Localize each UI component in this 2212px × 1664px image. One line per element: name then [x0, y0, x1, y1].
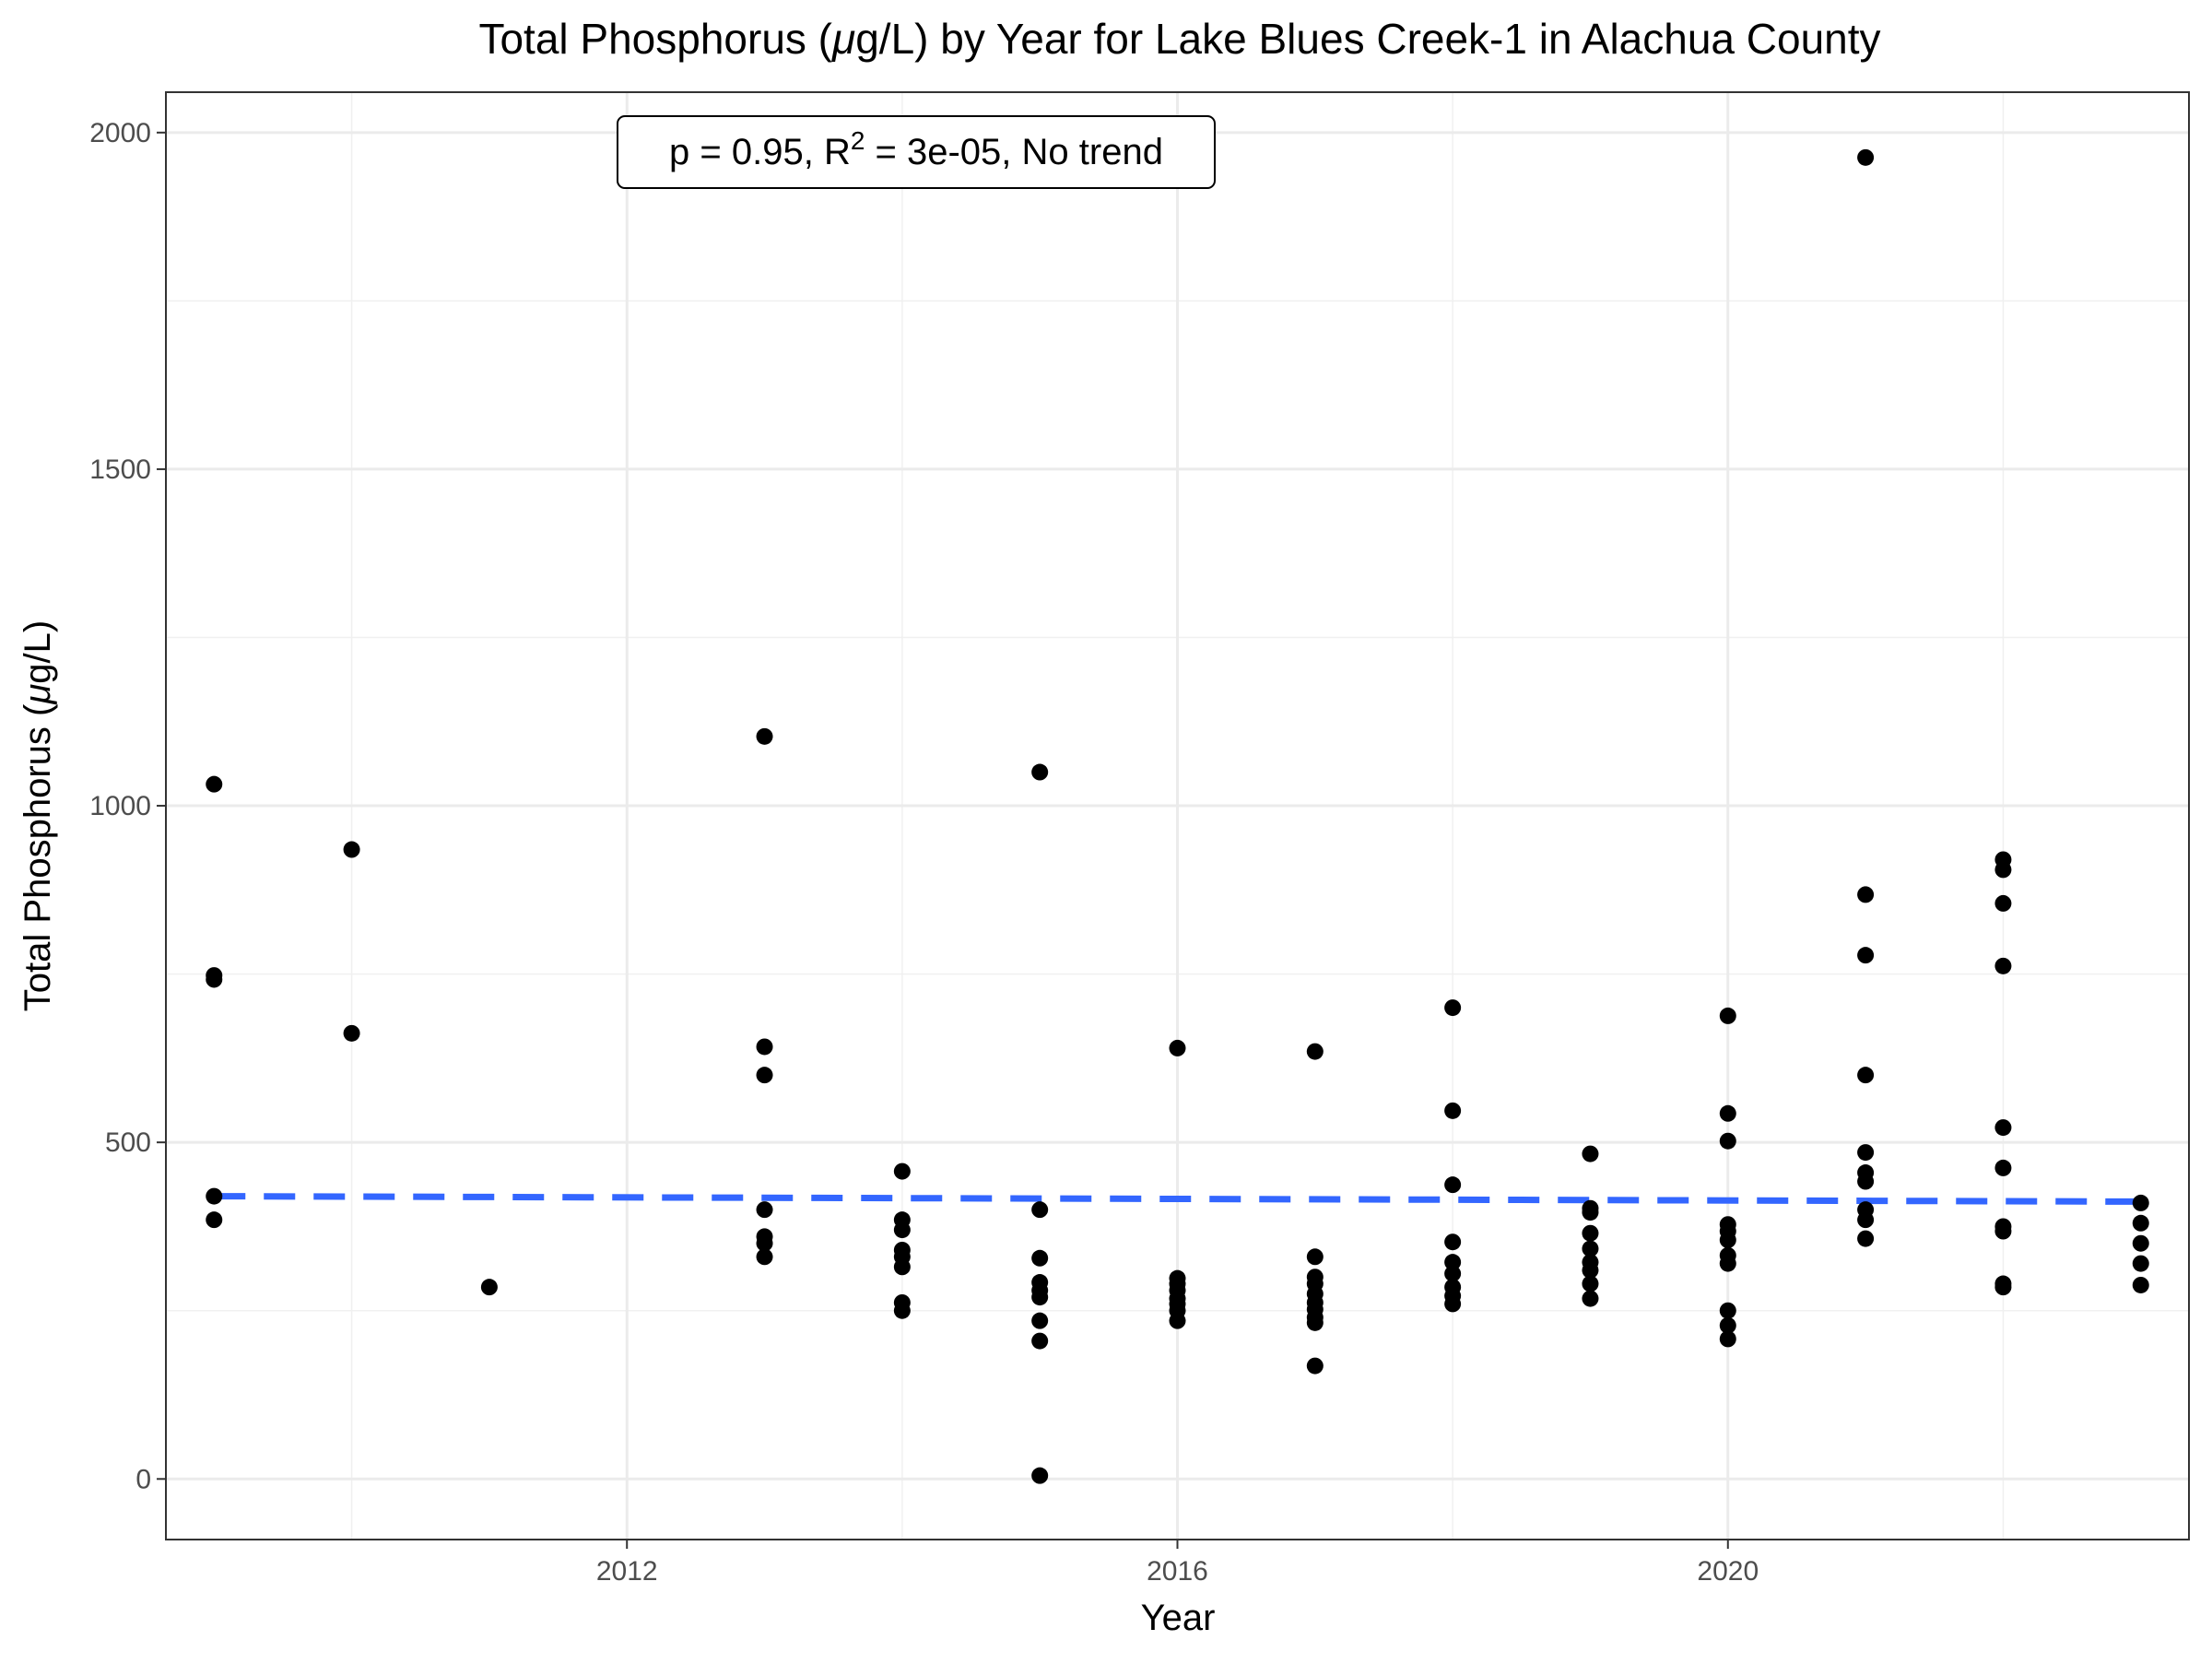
- data-point: [2132, 1214, 2149, 1232]
- data-point: [343, 841, 360, 858]
- data-point: [1719, 1007, 1736, 1024]
- data-point: [1444, 1254, 1462, 1271]
- x-tick-label: 2016: [1147, 1556, 1208, 1587]
- data-point: [1994, 1119, 2012, 1137]
- chart-title: Total Phosphorus (μg/L) by Year for Lake…: [478, 15, 1880, 63]
- data-point: [756, 1038, 773, 1056]
- data-point: [1582, 1261, 1599, 1279]
- data-point: [1719, 1104, 1736, 1122]
- data-point: [206, 1187, 223, 1205]
- data-point: [1031, 1332, 1049, 1350]
- points-layer: [206, 148, 2149, 1484]
- data-point: [1444, 1176, 1462, 1194]
- data-point: [1857, 148, 1875, 166]
- data-point: [480, 1279, 498, 1296]
- annotation-box: p = 0.95, R2 = 3e-05, No trend: [617, 115, 1216, 189]
- data-point: [756, 1248, 773, 1266]
- data-point: [1582, 1275, 1599, 1292]
- trend-line: [214, 1193, 2141, 1205]
- data-point: [1582, 1290, 1599, 1307]
- data-point: [1994, 1222, 2012, 1240]
- data-point: [1444, 1295, 1462, 1313]
- data-point: [893, 1162, 911, 1180]
- trend-layer: [214, 1193, 2141, 1205]
- data-point: [2132, 1255, 2149, 1272]
- data-point: [1857, 1230, 1875, 1247]
- data-point: [1306, 1248, 1324, 1266]
- data-point: [343, 1024, 360, 1042]
- data-point: [1994, 861, 2012, 879]
- data-point: [756, 1234, 773, 1252]
- data-point: [756, 1067, 773, 1084]
- y-tick-label: 2000: [89, 118, 151, 148]
- data-point: [1444, 1265, 1462, 1282]
- data-point: [1444, 1233, 1462, 1251]
- data-point: [1306, 1043, 1324, 1060]
- data-point: [1031, 763, 1049, 781]
- data-point: [2132, 1194, 2149, 1211]
- data-point: [2132, 1234, 2149, 1252]
- data-point: [1031, 1201, 1049, 1219]
- data-point: [1306, 1357, 1324, 1375]
- data-point: [1031, 1289, 1049, 1306]
- data-point: [1719, 1232, 1736, 1249]
- data-point: [1994, 1159, 2012, 1176]
- data-point: [1857, 1144, 1875, 1162]
- y-tick-label: 1000: [89, 791, 151, 821]
- data-point: [1857, 947, 1875, 964]
- y-axis: 0 500 1000 1500 2000: [89, 118, 166, 1494]
- data-point: [893, 1302, 911, 1319]
- y-tick-label: 500: [105, 1127, 151, 1158]
- data-point: [1031, 1312, 1049, 1329]
- data-point: [1031, 1249, 1049, 1267]
- y-axis-title: Total Phosphorus (μg/L): [18, 620, 58, 1011]
- data-point: [1306, 1314, 1324, 1331]
- data-point: [1857, 1173, 1875, 1190]
- data-point: [756, 727, 773, 745]
- data-point: [1582, 1240, 1599, 1257]
- data-point: [1169, 1039, 1186, 1056]
- x-axis-title: Year: [1141, 1598, 1216, 1638]
- y-tick-label: 0: [135, 1464, 151, 1494]
- data-point: [1031, 1467, 1049, 1484]
- x-axis: 2012 2016 2020: [596, 1540, 1759, 1587]
- data-point: [1582, 1224, 1599, 1242]
- data-point: [1719, 1330, 1736, 1348]
- data-point: [1994, 957, 2012, 974]
- data-point: [1857, 1211, 1875, 1229]
- data-point: [1857, 1067, 1875, 1084]
- data-point: [1994, 894, 2012, 912]
- annotation-text: p = 0.95, R2 = 3e-05, No trend: [669, 126, 1163, 172]
- data-point: [2132, 1276, 2149, 1293]
- grid-major: [166, 92, 2189, 1540]
- data-point: [1719, 1302, 1736, 1319]
- data-point: [893, 1258, 911, 1276]
- annotation-border: [617, 115, 1216, 189]
- data-point: [1582, 1145, 1599, 1162]
- data-point: [1994, 1279, 2012, 1296]
- data-point: [206, 775, 223, 793]
- data-point: [1582, 1204, 1599, 1221]
- data-point: [1719, 1255, 1736, 1272]
- data-point: [1719, 1316, 1736, 1334]
- x-tick-label: 2012: [596, 1556, 658, 1587]
- data-point: [206, 1211, 223, 1229]
- data-point: [1857, 886, 1875, 903]
- y-tick-label: 1500: [89, 454, 151, 485]
- data-point: [1444, 1102, 1462, 1119]
- data-point: [1169, 1312, 1186, 1329]
- data-point: [1719, 1132, 1736, 1150]
- data-point: [893, 1221, 911, 1239]
- data-point: [1444, 999, 1462, 1017]
- x-tick-label: 2020: [1697, 1556, 1759, 1587]
- data-point: [206, 971, 223, 988]
- data-point: [756, 1201, 773, 1219]
